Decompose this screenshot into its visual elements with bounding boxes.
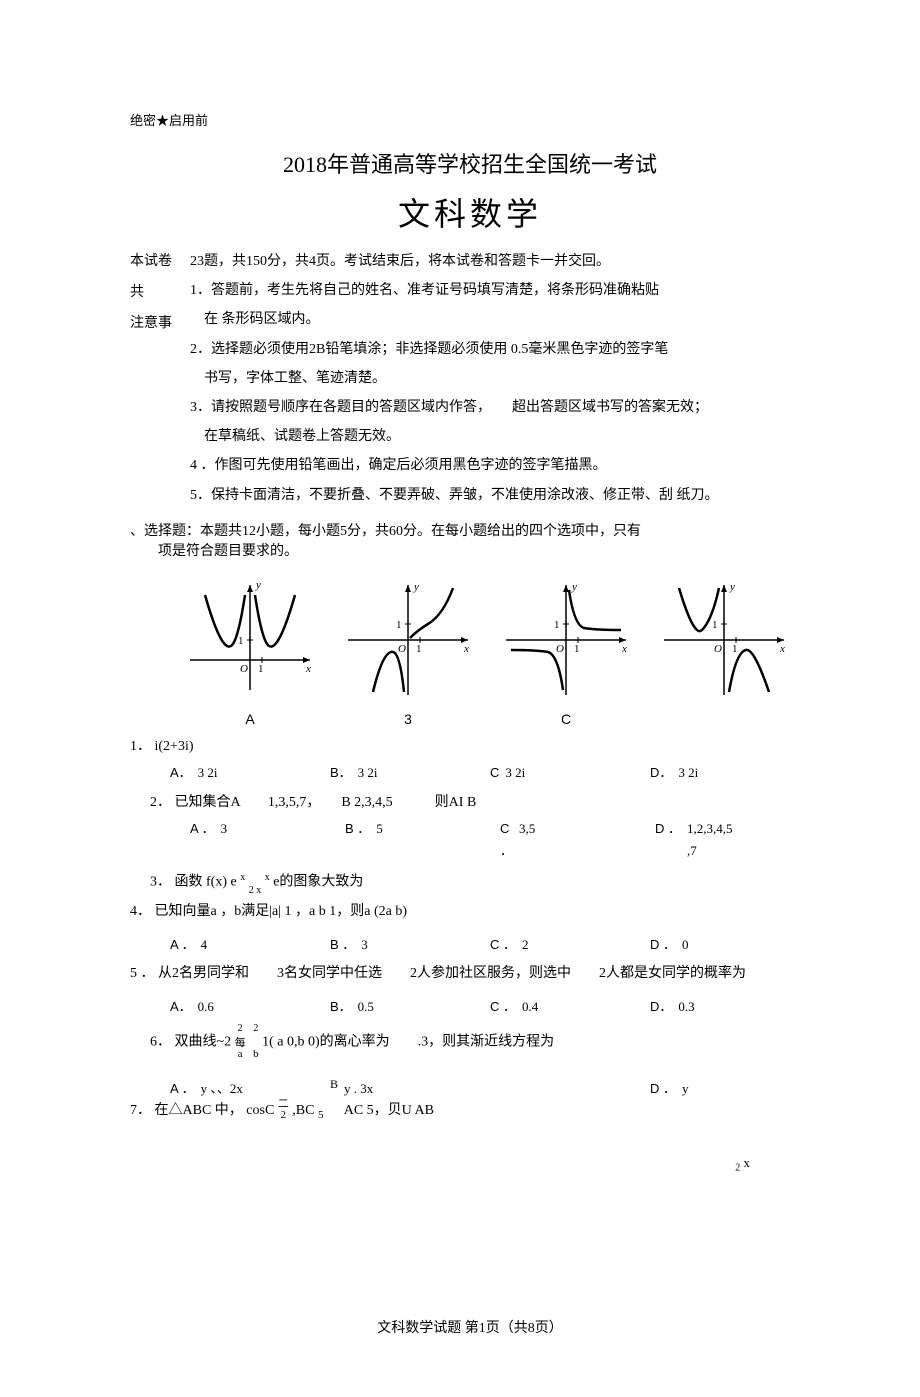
q3-sup2: x (265, 872, 270, 883)
svg-text:1: 1 (416, 643, 422, 655)
q6-text: 双曲线~2 (175, 1034, 232, 1049)
q1-opt-a: A．3 2i (170, 762, 330, 784)
q5-text: 从2名男同学和 3名女同学中任选 2人参加社区服务，则选中 2人都是女同学的概率… (158, 966, 746, 981)
page-footer: 文科数学试题 第1页（共8页） (130, 1317, 810, 1337)
q2-opt-d: D ．1,2,3,4,5 ,7 (655, 818, 810, 862)
q4-opt-b: B ．3 (330, 934, 490, 956)
fig-label-c: C (496, 711, 636, 727)
svg-text:O: O (240, 663, 248, 675)
q7-tail-num: 2 (735, 1163, 740, 1174)
q2-opt-c: C．3,5 (500, 818, 655, 862)
q1-num: 1． (130, 739, 151, 754)
q4-opt-d: D ．0 (650, 934, 810, 956)
confidential-label: 绝密★启用前 (130, 110, 810, 129)
q7-tail-x: x (744, 1155, 751, 1170)
q3-num: 3． (150, 874, 171, 889)
q5-num: 5 ． (130, 966, 155, 981)
q1-text: i(2+3i) (155, 739, 194, 754)
left-l2: 共 (130, 280, 190, 305)
svg-text:O: O (714, 643, 722, 655)
svg-text:x: x (621, 643, 627, 655)
svg-text:1: 1 (574, 643, 580, 655)
svg-text:O: O (398, 643, 406, 655)
intro-line: 5．保持卡面清洁，不要折叠、不要弄破、弄皱，不准使用涂改液、修正带、刮 纸刀。 (190, 483, 810, 508)
svg-text:y: y (571, 581, 577, 593)
figure-b: y x O 1 1 (338, 580, 478, 705)
question-3: 3． 函数 f(x) e x 2 x x e的图象大致为 (150, 869, 810, 894)
svg-text:y: y (255, 580, 261, 591)
q6-num: 6． (150, 1034, 171, 1049)
section-text: 项是符合题目要求的。 (130, 544, 298, 559)
q1-opt-b: B．3 2i (330, 762, 490, 784)
intro-line: 在草稿纸、试题卷上答题无效。 (190, 424, 810, 449)
svg-text:1: 1 (732, 643, 738, 655)
q5-opt-d: D．0.3 (650, 996, 810, 1018)
svg-text:y: y (729, 581, 735, 593)
svg-text:1: 1 (712, 619, 718, 631)
question-1: 1． i(2+3i) A．3 2i B．3 2i C3 2i D．3 2i (130, 735, 810, 785)
q6-text2: 1( a 0,b (262, 1034, 304, 1049)
figure-row: y x O 1 1 y x O 1 (180, 580, 810, 705)
svg-text:y: y (413, 581, 419, 593)
q7-opt-d: D ．y (650, 1078, 810, 1100)
q2-opt-a: A ．3 (190, 818, 345, 862)
intro-line: 1．答题前，考生先将自己的姓名、准考证号码填写清楚，将条形码准确粘贴 (190, 278, 810, 303)
q1-opt-c: C3 2i (490, 762, 650, 784)
svg-text:O: O (556, 643, 564, 655)
q3-sup1: x (240, 872, 245, 883)
fig-label-a: A (180, 711, 320, 727)
q7-opt-c (490, 1078, 650, 1100)
svg-text:1: 1 (554, 619, 560, 631)
question-5: 5 ． 从2名男同学和 3名女同学中任选 2人参加社区服务，则选中 2人都是女同… (130, 962, 810, 1018)
figure-d: y x O 1 1 (654, 580, 794, 705)
main-title: 2018年普通高等学校招生全国统一考试 (130, 147, 810, 179)
q7-opt-a: A ．y 、、2x (170, 1078, 330, 1100)
q1-opt-d: D．3 2i (650, 762, 810, 784)
intro-line: 4 ．作图可先使用铅笔画出，确定后必须用黑色字迹的签字笔描黑。 (190, 453, 810, 478)
q3-text: 函数 f(x) e (175, 874, 237, 889)
q2-num: 2． (150, 795, 171, 810)
q3-sub1: 2 x (249, 882, 262, 899)
q4-text: 已知向量a ，b满足|a| 1 ，a b 1，则a (2a b) (155, 904, 408, 919)
svg-text:x: x (463, 643, 469, 655)
intro-line: 23题，共150分，共4页。考试结束后，将本试卷和答题卡一并交回。 (190, 249, 810, 274)
sub-title: 文科数学 (130, 189, 810, 235)
q2-opt-b: B ．5 (345, 818, 500, 862)
intro-line: 2．选择题必须使用2B铅笔填涂；非选择题必须使用 0.5毫米黑色字迹的签字笔 (190, 337, 810, 362)
svg-text:1: 1 (258, 663, 264, 675)
q4-opt-c: C ．2 (490, 934, 650, 956)
q6-text3: 0)的离心率为 .3，则其渐近线方程为 (308, 1034, 554, 1049)
section-1-heading: 、选择题：本题共12小题，每小题5分，共60分。在每小题给出的四个选项中，只有 … (130, 520, 810, 560)
q4-num: 4． (130, 904, 151, 919)
intro-line: 书写，字体工整、笔迹清楚。 (190, 366, 810, 391)
question-2: 2． 已知集合A 1,3,5,7， B 2,3,4,5 则AI B A ．3 B… (150, 791, 810, 863)
left-l3: 注意事 (130, 311, 190, 336)
left-l1: 本试卷 (130, 249, 190, 274)
svg-text:1: 1 (238, 635, 244, 647)
question-7: A ．y 、、2x B y . 3x D ．y 7． 在△ABC 中， cosC… (130, 1078, 810, 1176)
intro-line: 在 条形码区域内。 (190, 307, 810, 332)
fig-label-b: 3 (338, 711, 478, 727)
svg-text:1: 1 (396, 619, 402, 631)
q2-text: 已知集合A 1,3,5,7， B 2,3,4,5 则AI B (175, 795, 477, 810)
figure-c: y x O 1 1 (496, 580, 636, 705)
figure-a: y x O 1 1 (180, 580, 320, 705)
svg-text:x: x (779, 643, 785, 655)
svg-text:x: x (305, 663, 311, 675)
intro-block: 本试卷 共 注意事 23题，共150分，共4页。考试结束后，将本试卷和答题卡一并… (130, 249, 810, 508)
question-6: 6． 双曲线~2 2 每 a 2 b 1( a 0,b 0)的离心率为 .3，则… (150, 1024, 810, 1061)
figure-labels: A 3 C (180, 711, 810, 727)
section-text: 、选择题：本题共12小题，每小题5分，共60分。在每小题给出的四个选项中，只有 (130, 524, 641, 539)
question-4: 4． 已知向量a ，b满足|a| 1 ，a b 1，则a (2a b) A ．4… (130, 900, 810, 956)
q5-opt-b: B．0.5 (330, 996, 490, 1018)
intro-line: 3．请按照题号顺序在各题目的答题区域内作答， 超出答题区域书写的答案无效； (190, 395, 810, 420)
fig-label-d (654, 711, 794, 727)
q7-text: 在△ABC 中， (155, 1103, 243, 1118)
q4-opt-a: A ．4 (170, 934, 330, 956)
q7-opt-b: B y . 3x (330, 1078, 490, 1100)
q5-opt-c: C ．0.4 (490, 996, 650, 1018)
q7-num: 7． (130, 1103, 151, 1118)
q5-opt-a: A．0.6 (170, 996, 330, 1018)
q3-text2: e的图象大致为 (273, 874, 363, 889)
